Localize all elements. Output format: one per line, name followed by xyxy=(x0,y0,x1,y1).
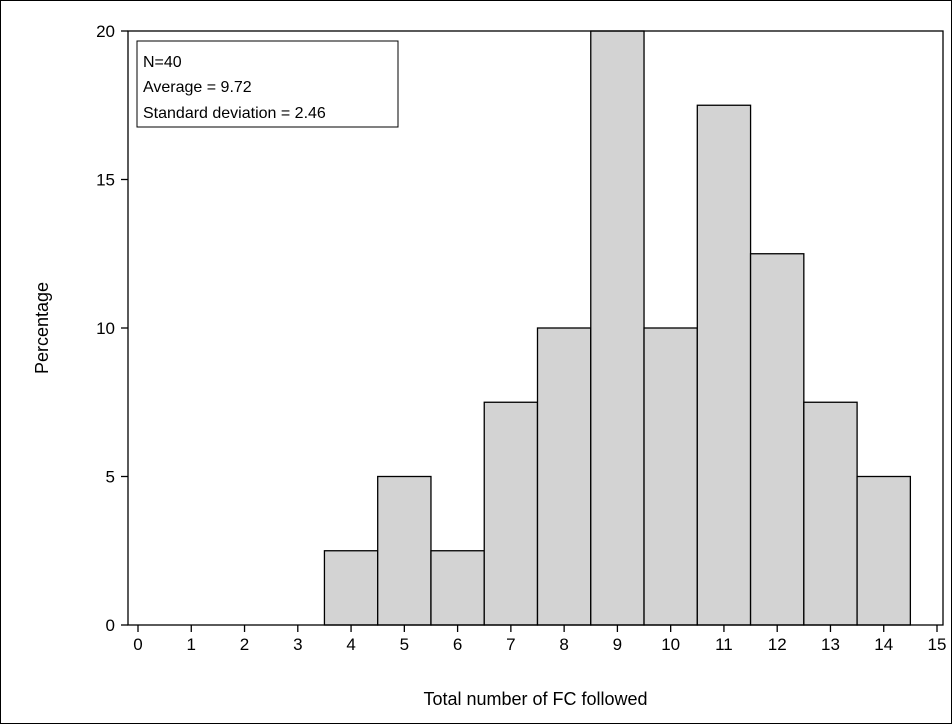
histogram-bar-11 xyxy=(696,104,752,626)
histogram-bar-8 xyxy=(536,327,592,626)
histogram-bar-10 xyxy=(643,327,698,626)
x-tick-label-13: 13 xyxy=(821,635,840,654)
histogram-bar-9 xyxy=(590,30,645,626)
x-tick-label-2: 2 xyxy=(240,635,249,654)
x-tick-label-3: 3 xyxy=(293,635,302,654)
x-tick-label-10: 10 xyxy=(661,635,680,654)
x-tick-label-15: 15 xyxy=(928,635,947,654)
stats-average-text: Average = 9.72 xyxy=(143,79,252,96)
histogram-bar-14 xyxy=(856,475,912,626)
stats-n-text: N=40 xyxy=(143,54,182,71)
x-tick-label-6: 6 xyxy=(453,635,462,654)
x-tick-label-5: 5 xyxy=(400,635,409,654)
x-tick-label-0: 0 xyxy=(133,635,142,654)
stats-box: N=40 Average = 9.72 Standard deviation =… xyxy=(136,40,399,128)
histogram-bar-4 xyxy=(323,550,379,626)
stats-box-border xyxy=(136,40,399,128)
y-tick-label-5: 5 xyxy=(106,468,115,487)
y-tick-label-10: 10 xyxy=(96,319,115,338)
x-tick-label-7: 7 xyxy=(506,635,515,654)
x-tick-label-4: 4 xyxy=(346,635,355,654)
histogram-bar-7 xyxy=(483,401,539,626)
y-tick-label-0: 0 xyxy=(106,616,115,635)
histogram-bar-12 xyxy=(749,253,805,626)
x-axis-label: Total number of FC followed xyxy=(423,689,647,709)
histogram-bar-5 xyxy=(377,475,432,626)
x-tick-label-14: 14 xyxy=(874,635,893,654)
x-tick-label-12: 12 xyxy=(768,635,787,654)
y-tick-label-20: 20 xyxy=(96,22,115,41)
bars-group xyxy=(323,30,912,626)
x-tick-label-9: 9 xyxy=(613,635,622,654)
histogram-bar-6 xyxy=(430,550,485,626)
y-tick-label-15: 15 xyxy=(96,171,115,190)
x-tick-label-1: 1 xyxy=(187,635,196,654)
histogram-bar-13 xyxy=(803,401,858,626)
stats-sd-text: Standard deviation = 2.46 xyxy=(143,105,326,122)
y-axis-label: Percentage xyxy=(32,282,52,374)
x-tick-label-11: 11 xyxy=(715,635,733,654)
x-tick-label-8: 8 xyxy=(559,635,568,654)
